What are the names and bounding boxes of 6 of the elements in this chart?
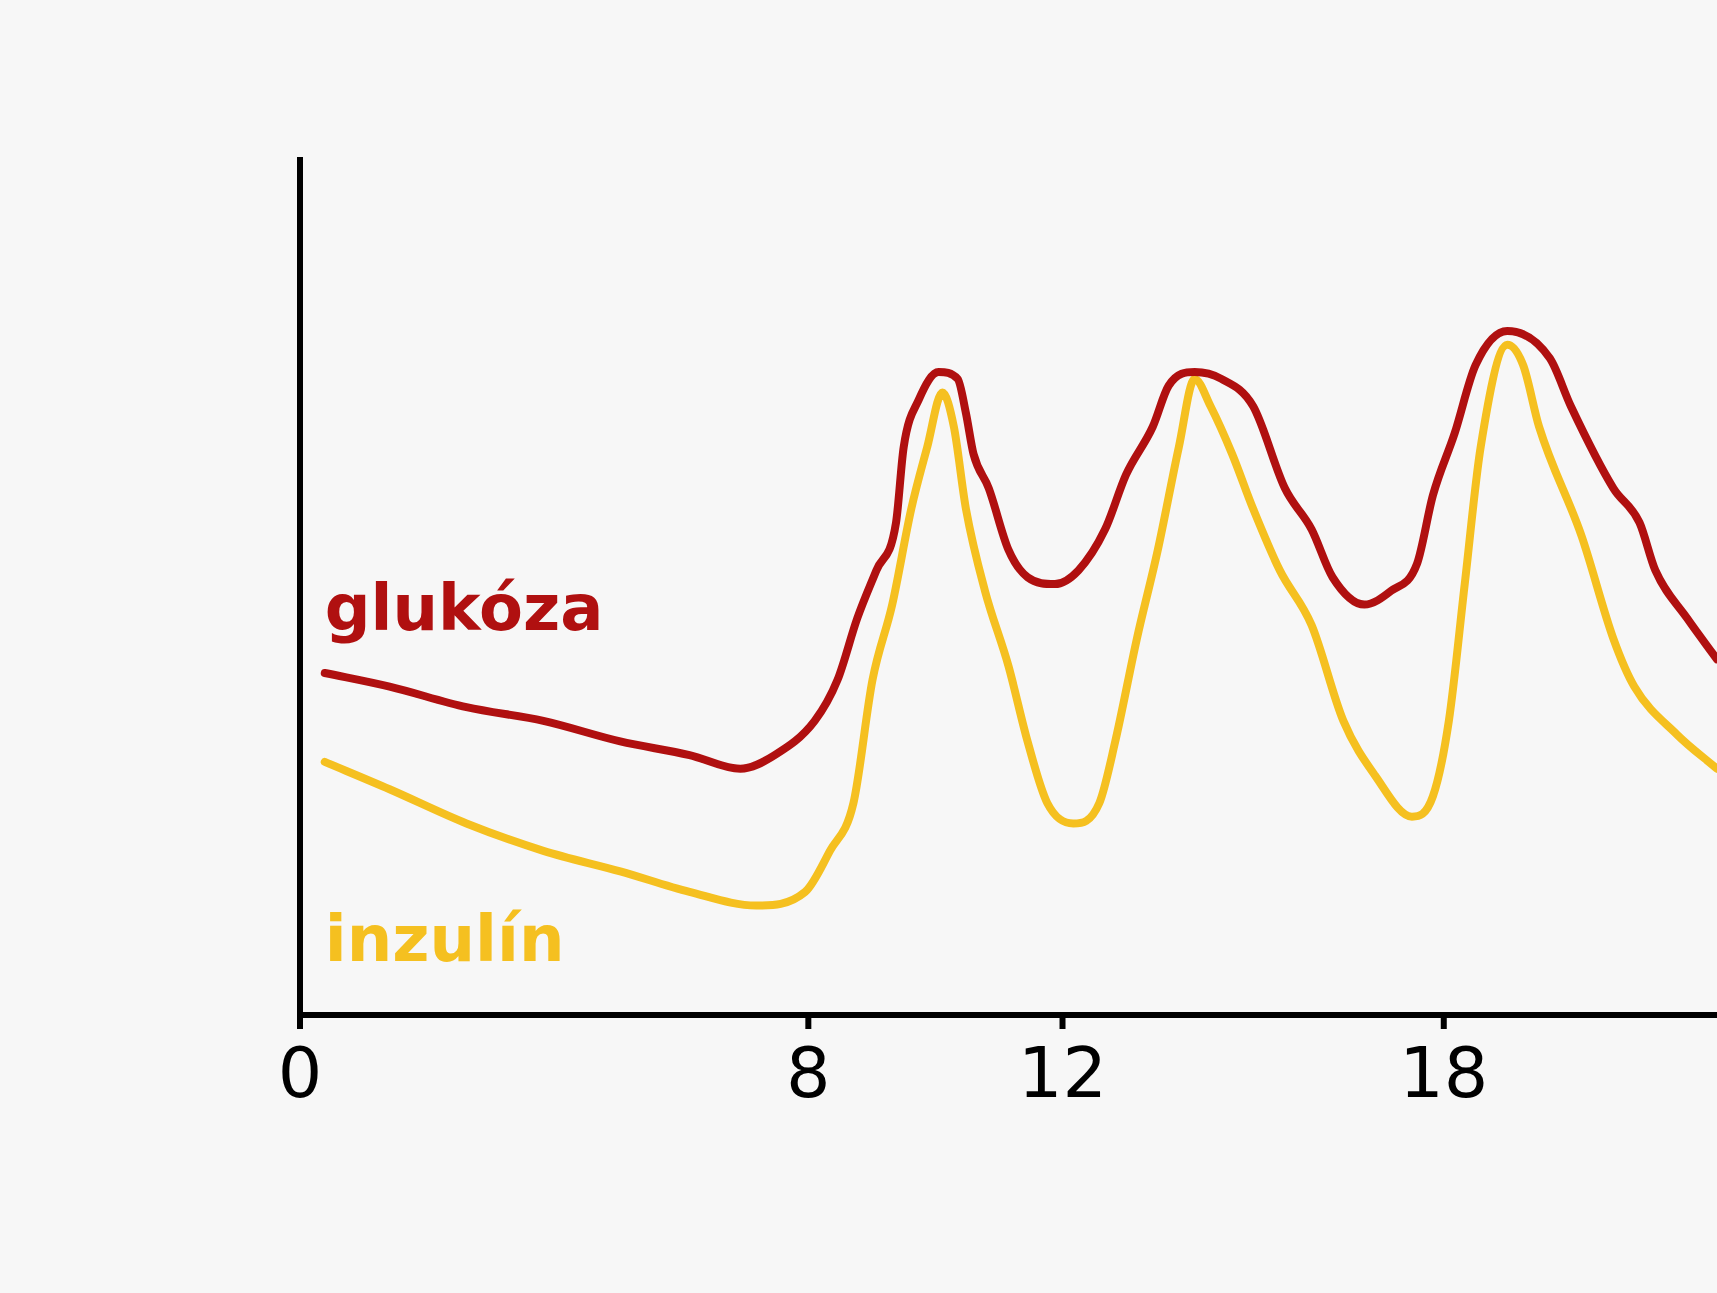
series-label: glukóza	[324, 570, 604, 645]
x-tick-label: 12	[1017, 1032, 1108, 1115]
x-tick-label: 8	[786, 1032, 831, 1115]
x-tick-label: 0	[277, 1032, 323, 1115]
x-tick-label: 18	[1399, 1032, 1489, 1115]
series-label: inzulín	[324, 901, 565, 976]
